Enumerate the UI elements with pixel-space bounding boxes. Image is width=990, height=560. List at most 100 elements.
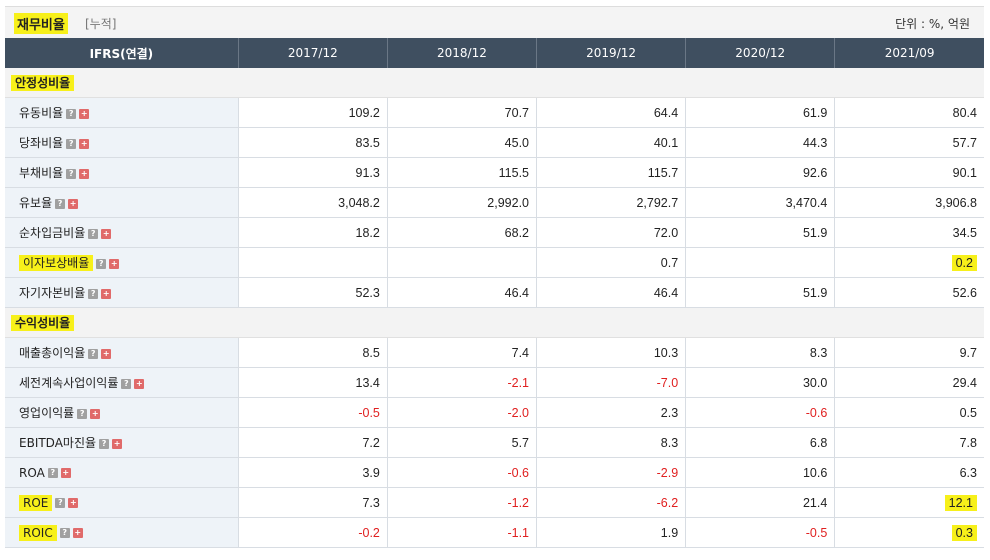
value-cell: -0.5 [238,397,388,428]
value-text: 64.4 [653,105,679,120]
help-icon[interactable]: ? [88,228,99,239]
help-icon[interactable]: ? [96,258,107,269]
help-icon[interactable]: ? [66,108,77,119]
row-label: 자기자본비율 [19,286,86,300]
help-icon[interactable]: ? [99,438,110,449]
help-icon[interactable]: ? [59,528,70,538]
column-header-year: 2021/09 [834,38,984,68]
value-text: 80.4 [952,105,977,120]
expand-plus-icon[interactable]: + [60,468,71,478]
table-row: 매출총이익율? +8.5 7.4 10.3 8.3 9.7 [5,337,984,368]
help-icon[interactable]: ? [66,168,77,179]
value-cell: 115.7 [536,157,687,188]
expand-plus-icon[interactable]: + [101,348,112,359]
expand-plus-icon[interactable]: + [112,438,123,449]
value-cell: 3,906.8 [834,187,984,218]
value-text: 52.3 [355,285,380,300]
expand-plus-icon[interactable]: + [79,138,90,149]
row-label: 세전계속사업이익률 [19,376,119,390]
report-subtitle: [누적] [85,17,117,31]
value-cell: -0.2 [238,517,388,548]
help-icon[interactable]: ? [66,138,77,149]
value-cell: -0.6 [685,397,836,428]
unit-label: 단위 : %, 억원 [895,17,970,31]
value-text: 3,048.2 [338,195,380,210]
value-cell: 61.9 [685,97,836,128]
help-icon[interactable]: ? [55,498,66,508]
value-cell: 2,992.0 [387,187,538,218]
section-row: 수익성비율 [5,307,984,338]
value-cell: 91.3 [238,157,388,188]
value-cell: 90.1 [834,157,984,188]
value-text: 0.5 [959,405,977,420]
value-text: 2.3 [660,405,679,420]
value-text: 7.3 [362,495,380,510]
value-text: 68.2 [504,225,530,240]
expand-plus-icon[interactable]: + [68,498,79,508]
row-label-cell: 세전계속사업이익률? + [5,367,239,398]
value-text: 8.3 [809,345,828,360]
row-label: 당좌비율 [19,136,64,150]
value-text: 18.2 [355,225,380,240]
value-cell: 80.4 [834,97,984,128]
financial-ratio-table: IFRS(연결) 2017/12 2018/12 2019/12 2020/12… [5,38,984,548]
help-icon[interactable]: ? [88,348,99,359]
value-cell: -2.0 [387,397,538,428]
row-label-cell: 당좌비율? + [5,127,239,158]
expand-plus-icon[interactable]: + [101,288,112,299]
value-cell: 52.3 [238,277,388,308]
table-row: ROA? +3.9 -0.6 -2.9 10.6 6.3 [5,457,984,488]
value-cell: -6.2 [536,487,687,518]
help-icon[interactable]: ? [88,288,99,299]
value-text: -0.5 [805,525,828,540]
value-text: 51.9 [802,285,828,300]
value-cell: 109.2 [238,97,388,128]
value-text: 51.9 [802,225,828,240]
row-label-cell: 자기자본비율? + [5,277,239,308]
value-text: 34.5 [952,225,977,240]
value-cell: -7.0 [536,367,687,398]
value-cell: 29.4 [834,367,984,398]
value-text: 2,792.7 [636,195,679,210]
value-text: 6.3 [959,465,977,480]
expand-plus-icon[interactable]: + [79,168,90,179]
value-cell: 7.3 [238,487,388,518]
value-text: 44.3 [802,135,828,150]
expand-plus-icon[interactable]: + [134,378,145,389]
expand-plus-icon[interactable]: + [68,198,79,209]
help-icon[interactable]: ? [55,198,66,209]
help-icon[interactable]: ? [77,408,88,419]
value-text: 10.6 [802,465,828,480]
row-label-cell: 순차입금비율? + [5,217,239,248]
table-row: ROIC? + -0.2 -1.1 1.9 -0.5 0.3 [5,517,984,548]
value-cell: 1.9 [536,517,687,548]
expand-plus-icon[interactable]: + [72,528,83,538]
value-text: -2.1 [507,375,530,390]
value-text: 91.3 [355,165,380,180]
value-text: 9.7 [959,345,977,360]
table-row: 유동비율? +109.2 70.7 64.4 61.9 80.4 [5,97,984,128]
help-icon[interactable]: ? [47,468,58,478]
value-cell: 52.6 [834,277,984,308]
value-text: 13.4 [355,375,380,390]
table-row: 영업이익률? + -0.5 -2.0 2.3 -0.6 0.5 [5,397,984,428]
expand-plus-icon[interactable]: + [79,108,90,119]
value-cell: -2.1 [387,367,538,398]
value-cell: 46.4 [387,277,538,308]
table-row: 유보율? +3,048.2 2,992.0 2,792.7 3,470.4 3,906.8 [5,187,984,218]
value-cell: 8.5 [238,337,388,368]
value-text: 6.8 [809,435,828,450]
help-icon[interactable]: ? [121,378,132,389]
value-cell: 51.9 [685,217,836,248]
report-title: 재무비율 [14,13,68,34]
expand-plus-icon[interactable]: + [101,228,112,239]
value-cell: 0.2 [834,247,984,278]
value-text: -7.0 [656,375,679,390]
value-cell: 9.7 [834,337,984,368]
value-cell: 44.3 [685,127,836,158]
expand-plus-icon[interactable]: + [109,258,120,269]
value-cell: 3.9 [238,457,388,488]
expand-plus-icon[interactable]: + [90,408,101,419]
table-header-row: IFRS(연결) 2017/12 2018/12 2019/12 2020/12… [5,38,984,68]
value-text: -0.5 [358,405,380,420]
